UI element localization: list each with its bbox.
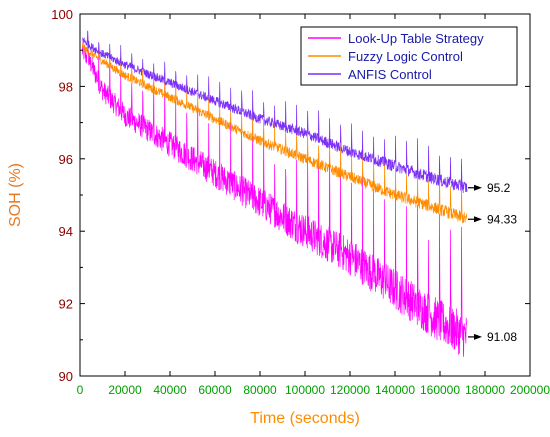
x-tick-label: 180000 [465,383,505,397]
y-tick-label: 94 [59,224,73,239]
x-tick-label: 40000 [153,383,187,397]
legend: Look-Up Table Strategy Fuzzy Logic Contro… [300,26,518,86]
x-tick-label: 20000 [108,383,142,397]
y-tick-label: 92 [59,297,73,312]
series-line-3 [82,30,468,194]
x-tick-label: 80000 [243,383,277,397]
end-value-label: 91.08 [487,330,517,344]
annotation-arrow-head [474,333,482,340]
y-tick-label: 96 [59,152,73,167]
end-value-label: 95.2 [487,181,511,195]
x-tick-label: 160000 [420,383,460,397]
ticks-layer: 90 92 94 96 98 100 0 20000 40000 60000 80000 100000… [51,7,550,397]
legend-label-1: Look-Up Table Strategy [348,31,484,46]
x-tick-label: 100000 [285,383,325,397]
y-tick-label: 98 [59,79,73,94]
end-value-label: 94.33 [487,212,517,226]
legend-label-3: ANFIS Control [348,67,432,82]
x-tick-label: 60000 [198,383,232,397]
x-tick-label: 140000 [375,383,415,397]
x-axis-title: Time (seconds) [250,410,360,427]
y-axis-title: SOH (%) [7,163,24,227]
series-line-1 [81,31,468,357]
x-tick-label: 120000 [330,383,370,397]
y-tick-label: 100 [51,7,73,22]
x-tick-label: 0 [77,383,84,397]
annotation-layer: 95.2 94.33 91.08 [468,181,517,344]
legend-label-2: Fuzzy Logic Control [348,49,463,64]
annotation-arrow-head [474,184,482,191]
series-layer [81,30,468,357]
y-tick-label: 90 [59,369,73,384]
annotation-arrow-head [474,216,482,223]
x-tick-label: 200000 [510,383,550,397]
